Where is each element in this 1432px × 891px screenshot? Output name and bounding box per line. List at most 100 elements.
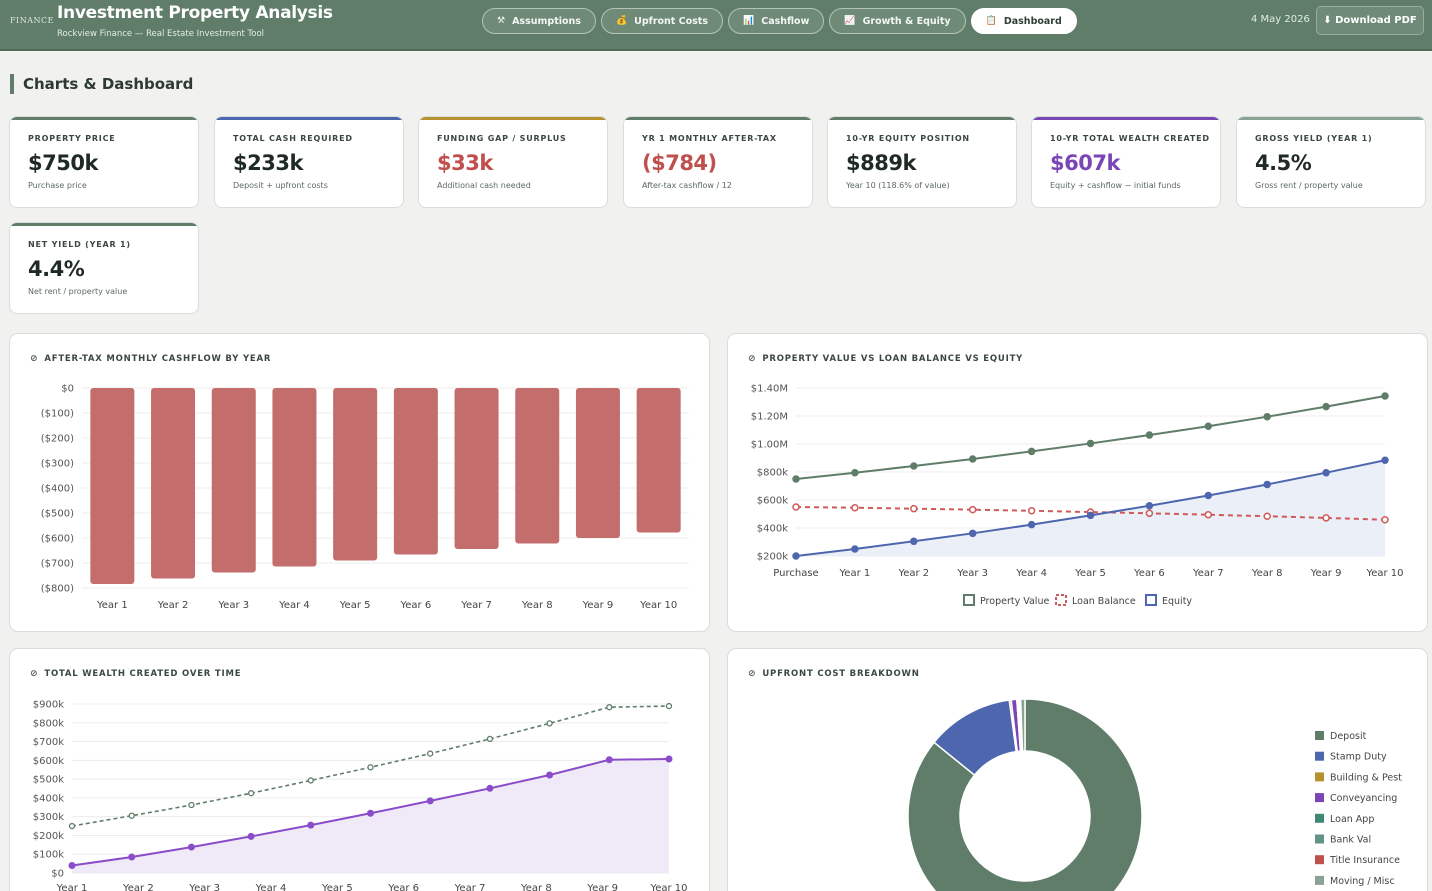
data-point (247, 832, 255, 840)
tab-upfront-costs[interactable]: 💰 Upfront Costs (600, 8, 723, 34)
kpi-label: 10-YR EQUITY POSITION (846, 134, 970, 143)
kpi-accent-bar (1237, 117, 1425, 120)
kpi-label: PROPERTY PRICE (28, 134, 116, 143)
tab-assumptions[interactable]: ⚒ Assumptions (482, 8, 596, 34)
y-tick-label: ($600) (41, 534, 74, 545)
y-tick-label: $800k (33, 718, 64, 729)
data-point (1204, 510, 1213, 519)
legend-swatch (1315, 855, 1324, 865)
download-pdf-button[interactable]: ⬇ Download PDF (1316, 6, 1424, 35)
panel-title: ⊘ UPFRONT COST BREAKDOWN (748, 669, 920, 679)
x-tick-label: Year 7 (460, 600, 492, 611)
legend-swatch (1315, 875, 1324, 885)
trend-chart-icon: 📈 (844, 16, 856, 26)
y-tick-label: $1.20M (751, 412, 788, 423)
data-point (1204, 422, 1213, 430)
data-point (910, 537, 918, 546)
data-point (1204, 491, 1213, 500)
data-point (665, 755, 673, 763)
data-point (1145, 431, 1154, 439)
kpi-card: GROSS YIELD (YEAR 1) 4.5% Gross rent / pro… (1236, 116, 1426, 208)
legend-swatch (1315, 834, 1324, 844)
legend-swatch (963, 594, 975, 606)
kpi-card: 10-YR EQUITY POSITION $889k Year 10 (118.6… (827, 116, 1017, 208)
y-tick-label: $0 (51, 869, 64, 880)
x-tick-label: Year 8 (520, 883, 552, 891)
cashflow-bar (454, 388, 499, 549)
tab-growth-equity[interactable]: 📈 Growth & Equity (829, 8, 966, 34)
kpi-note: Deposit + upfront costs (233, 181, 328, 190)
data-point (486, 735, 494, 743)
legend-label: Bank Val (1330, 835, 1371, 846)
kpi-note: Year 10 (118.6% of value) (846, 181, 950, 190)
x-tick-label: Year 8 (521, 600, 553, 611)
x-tick-label: Year 2 (897, 568, 929, 579)
kpi-value: 4.4% (28, 257, 85, 281)
data-point (792, 503, 800, 511)
app-header: FINANCE Investment Property Analysis Roc… (0, 0, 1432, 51)
y-tick-label: ($500) (41, 509, 74, 520)
chart-icon: ⊘ (748, 669, 757, 679)
x-tick-label: Year 1 (839, 568, 871, 579)
x-tick-label: Year 7 (1192, 568, 1224, 579)
data-point (1145, 509, 1154, 518)
data-point (68, 861, 76, 869)
cashflow-bar (90, 388, 135, 584)
company-logo: FINANCE (10, 16, 54, 25)
data-point (486, 784, 494, 792)
kpi-label: NET YIELD (YEAR 1) (28, 240, 131, 249)
kpi-accent-bar (828, 117, 1016, 120)
data-point (546, 720, 553, 727)
y-tick-label: $800k (757, 468, 788, 479)
kpi-note: Net rent / property value (28, 287, 128, 296)
data-point (910, 462, 918, 470)
cashflow-bar (333, 388, 378, 561)
kpi-label: GROSS YIELD (YEAR 1) (1255, 134, 1373, 143)
donut-slice (907, 698, 1143, 891)
x-tick-label: Year 3 (217, 600, 249, 611)
x-tick-label: Year 4 (278, 600, 310, 611)
legend-swatch (1315, 731, 1324, 740)
x-tick-label: Year 5 (339, 600, 371, 611)
property-line-chart: $200k $400k $600k $800k $1.00M $1.20M $1.40M Pu… (751, 384, 1404, 608)
clipboard-icon: 📋 (985, 16, 997, 26)
cashflow-bar (575, 388, 620, 538)
kpi-card: TOTAL CASH REQUIRED $233k Deposit + upfron… (214, 116, 404, 208)
data-point (968, 505, 977, 514)
y-tick-label: $200k (757, 552, 788, 563)
x-tick-label: Year 6 (1133, 568, 1165, 579)
data-point (426, 797, 434, 805)
legend-swatch (1315, 751, 1324, 761)
tab-label: Assumptions (512, 15, 581, 27)
money-bag-icon: 💰 (615, 16, 628, 26)
cashflow-chart-panel: ⊘ AFTER-TAX MONTHLY CASHFLOW BY YEAR $0 ($… (9, 333, 710, 632)
kpi-value: $607k (1050, 151, 1120, 175)
kpi-note: After-tax cashflow / 12 (642, 181, 732, 190)
y-tick-label: $400k (757, 524, 788, 535)
panel-title: ⊘ TOTAL WEALTH CREATED OVER TIME (30, 669, 241, 679)
x-tick-label: Year 3 (956, 568, 988, 579)
section-title: Charts & Dashboard (10, 74, 193, 94)
main-tabs: ⚒ Assumptions 💰 Upfront Costs 📊 Cashflow 📈 G… (482, 8, 1077, 34)
legend-label: Stamp Duty (1330, 752, 1387, 763)
cashflow-chart-title: AFTER-TAX MONTHLY CASHFLOW BY YEAR (44, 354, 272, 364)
data-point (968, 529, 977, 538)
x-tick-label: Year 1 (56, 883, 88, 891)
data-point (1322, 514, 1330, 522)
legend-label: Deposit (1330, 731, 1367, 742)
data-point (188, 801, 195, 809)
legend-swatch (1315, 793, 1324, 803)
tab-cashflow[interactable]: 📊 Cashflow (728, 8, 825, 34)
legend-label: Building & Pest (1330, 772, 1402, 783)
kpi-card: PROPERTY PRICE $750k Purchase price (9, 116, 199, 208)
data-point (851, 545, 859, 553)
data-point (1263, 512, 1271, 520)
y-tick-label: ($700) (41, 559, 74, 570)
y-tick-label: ($100) (41, 409, 74, 420)
x-tick-label: Year 9 (582, 600, 614, 611)
equity-area (796, 460, 1385, 556)
x-tick-label: Year 2 (157, 600, 189, 611)
tab-dashboard[interactable]: 📋 Dashboard (970, 8, 1077, 34)
data-point (1027, 447, 1036, 456)
x-tick-label: Year 9 (586, 883, 618, 891)
